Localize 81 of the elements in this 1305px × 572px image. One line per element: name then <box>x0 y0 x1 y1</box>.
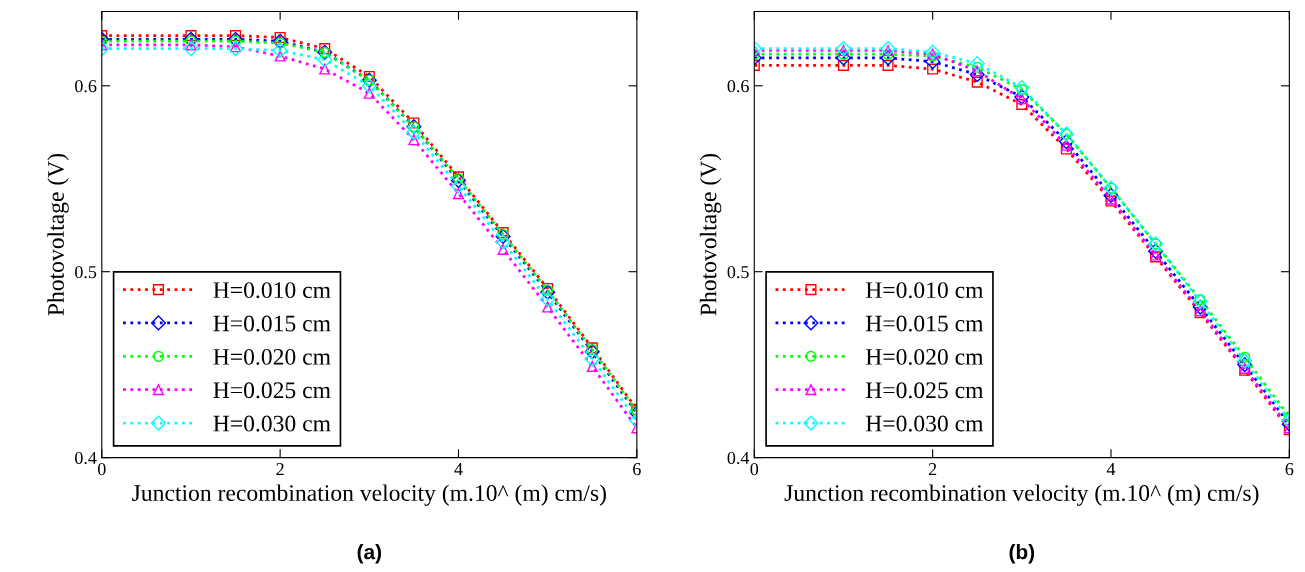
legend-label: H=0.020 cm <box>865 348 984 365</box>
point <box>540 292 556 308</box>
point <box>586 360 598 373</box>
y-tick-label: 0.6 <box>75 80 97 93</box>
y-tick-label: 0.5 <box>75 265 97 279</box>
legend-label: H=0.025 cm <box>213 382 331 399</box>
point <box>274 37 286 49</box>
x-tick-label: 2 <box>928 463 937 475</box>
point <box>363 87 375 99</box>
legend-label: H=0.030 cm <box>865 415 984 432</box>
text: (b) <box>1009 544 1035 564</box>
point <box>1192 299 1208 315</box>
point <box>584 344 600 360</box>
point <box>925 54 941 70</box>
y-tick-label: 0.6 <box>727 80 749 93</box>
x-tick-label: 6 <box>633 463 641 476</box>
y-tick-label: 0.5 <box>727 265 749 279</box>
legend-label: H=0.015 cm <box>213 315 331 332</box>
point <box>1060 143 1072 155</box>
point <box>274 31 286 44</box>
y-axis-title: Photovoltage (V) <box>47 153 69 316</box>
point <box>319 63 331 75</box>
point <box>971 65 983 77</box>
point <box>185 35 197 47</box>
point <box>1103 187 1119 204</box>
point <box>1237 353 1253 369</box>
point <box>452 188 465 200</box>
point <box>495 234 511 250</box>
point <box>835 50 852 66</box>
y-tick-label: 0.4 <box>727 451 750 465</box>
point <box>1148 243 1164 259</box>
y-axis-title: Photovoltage (V) <box>699 153 722 316</box>
point <box>882 59 894 71</box>
point <box>540 284 556 300</box>
point <box>272 42 288 59</box>
point <box>227 41 244 57</box>
point <box>969 67 985 83</box>
point <box>272 33 288 49</box>
legend-label: H=0.010 cm <box>213 282 331 299</box>
point <box>1192 293 1208 310</box>
legend-label: H=0.015 cm <box>865 315 984 332</box>
point <box>1058 133 1074 150</box>
point <box>880 50 896 66</box>
point <box>229 41 242 53</box>
point <box>363 70 375 83</box>
point <box>229 35 242 47</box>
point <box>542 301 554 313</box>
x-tick-label: 4 <box>1106 463 1116 475</box>
x-tick-label: 0 <box>97 462 106 476</box>
legend-label: H=0.030 cm <box>213 415 331 432</box>
point <box>837 59 850 71</box>
point <box>229 30 242 42</box>
x-axis-title: Junction recombination velocity (m.10^ (m) cm/s) <box>784 484 1259 506</box>
point <box>971 76 983 88</box>
legend-label: H=0.025 cm <box>865 382 984 399</box>
point <box>406 124 422 140</box>
text: (a) <box>357 544 382 564</box>
point <box>408 134 420 146</box>
point <box>584 351 600 367</box>
x-axis-title: Junction recombination velocity (m.10^ (m) cm/s) <box>132 484 606 506</box>
point <box>837 48 850 60</box>
point <box>1016 93 1028 105</box>
point <box>969 55 985 72</box>
point <box>1237 357 1253 373</box>
x-tick-label: 4 <box>454 463 463 475</box>
x-tick-label: 2 <box>276 463 284 475</box>
point <box>450 173 467 189</box>
point <box>1239 351 1251 363</box>
point <box>927 63 939 75</box>
x-tick-label: 6 <box>1285 463 1294 476</box>
point <box>317 52 333 68</box>
point <box>227 31 244 47</box>
y-tick-label: 0.4 <box>75 451 97 465</box>
point <box>450 178 467 194</box>
point <box>497 243 509 255</box>
legend-label: H=0.010 cm <box>865 282 984 299</box>
point <box>183 41 199 57</box>
point <box>361 78 377 94</box>
x-tick-label: 0 <box>750 462 759 476</box>
legend-label: H=0.020 cm <box>213 348 331 365</box>
point <box>185 30 197 42</box>
